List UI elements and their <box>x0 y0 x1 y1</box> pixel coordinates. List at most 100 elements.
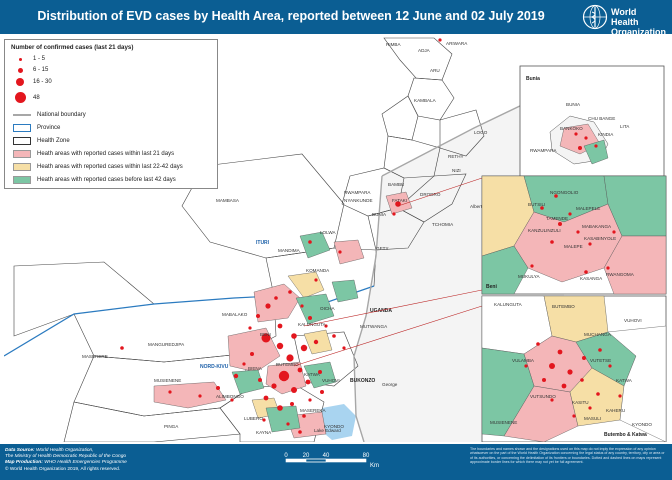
inset-bunia: Bunia BUNIA LITA RWAMPARA BANKOKO CHU BA… <box>519 65 665 177</box>
label-rwampara: RWAMPARA <box>344 190 371 195</box>
inset-bunia-label-bankoko: BANKOKO <box>560 126 583 131</box>
inset-bunia-label-chu-bange: CHU BANGE <box>588 116 615 121</box>
label-bukonzo: BUKONZO <box>350 378 375 384</box>
label-kambala: KAMBALA <box>414 98 437 103</box>
main-map-labels: RIMBA ADJA ARIWARA ARU KAMBALA LOGO RETH… <box>82 41 488 435</box>
label-mabalako: MABALAKO <box>222 312 248 317</box>
legend-size-16-30: 16 - 30 <box>13 77 52 87</box>
label-kayna: KAYNA <box>256 430 272 435</box>
label-rethy: RETHY <box>448 154 464 159</box>
inset-beni-label-rwangoma: RWANGOMA <box>606 272 635 277</box>
label-biena: BIENA <box>248 366 263 371</box>
inset-bunia-title: Bunia <box>526 76 540 82</box>
legend-province-label: Province <box>37 125 61 131</box>
dot-medium-icon <box>17 67 23 73</box>
scale-seg-1 <box>286 459 306 462</box>
inset-beni-title: Beni <box>486 284 497 290</box>
box-green-icon <box>13 176 31 184</box>
map-legend: Number of confirmed cases (last 21 days)… <box>4 39 218 189</box>
header-bar: Distribution of EVD cases by Health Area… <box>0 0 672 37</box>
footer-source-value: World Health Organization, <box>35 448 94 453</box>
scale-tick-20: 20 <box>303 453 310 459</box>
label-komanda: KOMANDA <box>306 268 330 273</box>
who-logo-line1: World Health <box>611 7 639 27</box>
inset-butembo-title: Butembo & Katwa <box>604 432 647 438</box>
legend-size-48: 48 <box>13 91 40 104</box>
scale-unit: Km <box>370 463 379 469</box>
label-manguredjipa: MANGUREDJIPA <box>148 342 185 347</box>
affected-areas-before42 <box>231 231 359 433</box>
who-logo: World Health Organization <box>582 4 666 37</box>
lake-edward <box>318 404 356 440</box>
legend-area-last21: Heath areas with reported cases within l… <box>13 149 174 159</box>
label-ariwara: ARIWARA <box>446 41 468 46</box>
box-pink-icon <box>13 150 31 158</box>
legend-size-1-5: 1 - 5 <box>13 54 45 64</box>
legend-province: Province <box>13 123 60 133</box>
national-boundary <box>353 103 525 442</box>
footer-source-label: Data Source: <box>5 448 35 453</box>
legend-size-6-15-label: 6 - 15 <box>33 67 49 73</box>
inset-beni-label-mukulya: MUKULYA <box>518 274 540 279</box>
label-nyankunde: NYANKUNDE <box>344 198 373 203</box>
line-grey-icon <box>13 114 31 116</box>
label-fataki: FATAKI <box>392 198 407 203</box>
legend-area-last21-label: Heath areas with reported cases within l… <box>37 151 175 157</box>
dot-large-icon <box>16 78 24 86</box>
inset-butembo-label-muchanga: MUCHANGA <box>584 332 612 337</box>
inset-butembo-label-musienene: MUSIENENE <box>490 420 517 425</box>
inset-beni-label-kasabinyole: KASABINYOLE <box>584 236 616 241</box>
label-lubero: LUBERO <box>244 416 263 421</box>
inset-butembo-label-butembo: BUTEMBO <box>552 304 575 309</box>
scale-seg-2 <box>305 458 327 463</box>
inset-beni-label-tamende: TAMENDE <box>546 216 568 221</box>
inset-bunia-label-rwampara: RWAMPARA <box>530 148 557 153</box>
inset-butembo-label-kyondo: KYONDO <box>632 422 652 427</box>
inset-beni-label-kasanga: KASANGA <box>580 276 603 281</box>
label-tchomia: TCHOMIA <box>432 222 454 227</box>
who-emblem-icon <box>582 4 608 30</box>
label-maserere: MASERERE <box>82 354 108 359</box>
label-beni: BENI <box>260 332 271 337</box>
legend-size-16-30-label: 16 - 30 <box>33 79 52 85</box>
legend-area-before42: Heath areas with reported cases before l… <box>13 175 176 185</box>
scale-tick-80: 80 <box>363 453 370 459</box>
label-rimba: RIMBA <box>386 42 401 47</box>
label-mutwanga: MUTWANGA <box>360 324 388 329</box>
legend-area-22-42-label: Heath areas with reported cases within l… <box>37 164 183 170</box>
label-bambu: BAMBU <box>388 182 404 187</box>
footer-copyright: © World Health Organization 2019, All ri… <box>5 466 121 472</box>
footer-disclaimer: The boundaries and names shown and the d… <box>470 447 665 465</box>
scale-seg-3 <box>326 459 366 462</box>
dot-xlarge-icon <box>14 92 26 103</box>
label-gety: GETY <box>376 246 389 251</box>
legend-title: Number of confirmed cases (last 21 days) <box>11 44 134 51</box>
affected-areas-22-42 <box>251 271 333 419</box>
label-bunia: BUNIA <box>372 212 387 217</box>
label-uganda: UGANDA <box>370 308 392 314</box>
inset-beni-label-malepele: MALEPELE <box>576 206 600 211</box>
inset-butembo: KALUNGUTA BUTEMBO VUHOVI VULAMBA KATWA V… <box>481 295 667 442</box>
inset-butembo-label-masuli: MASULI <box>584 416 601 421</box>
label-ituri: ITURI <box>256 240 270 246</box>
label-kyondo: KYONDO <box>324 424 344 429</box>
inset-butembo-label-kaheru: KAHERU <box>606 408 625 413</box>
inset-butembo-label-kasitu: KASITU <box>572 400 589 405</box>
label-butembo: BUTEMBO <box>276 362 299 367</box>
label-alimbongo: ALIMBONGO <box>216 394 244 399</box>
inset-butembo-label-katwa: KATWA <box>616 378 633 383</box>
box-yellow-icon <box>13 163 31 171</box>
footer-production-label: Map Production: <box>5 460 43 466</box>
label-nord-kivu: NORD-KIVU <box>200 364 229 370</box>
inset-beni-label-mabakanga: MABAKANGA <box>582 224 612 229</box>
label-nizi: NIZI <box>452 168 461 173</box>
inset-beni: NGONGOLIO BUTSILI MALEPELE TAMENDE KANZU… <box>481 175 667 295</box>
inset-bunia-label-lita: LITA <box>620 124 630 129</box>
label-logo: LOGO <box>474 130 488 135</box>
scale-tick-40: 40 <box>323 453 330 459</box>
label-adja: ADJA <box>418 48 431 53</box>
inset-butembo-label-vuhovi: VUHOVI <box>624 318 642 323</box>
legend-health-zone: Health Zone <box>13 136 70 146</box>
label-aru: ARU <box>430 68 440 73</box>
inset-butembo-label-kalunguta: KALUNGUTA <box>494 302 523 307</box>
